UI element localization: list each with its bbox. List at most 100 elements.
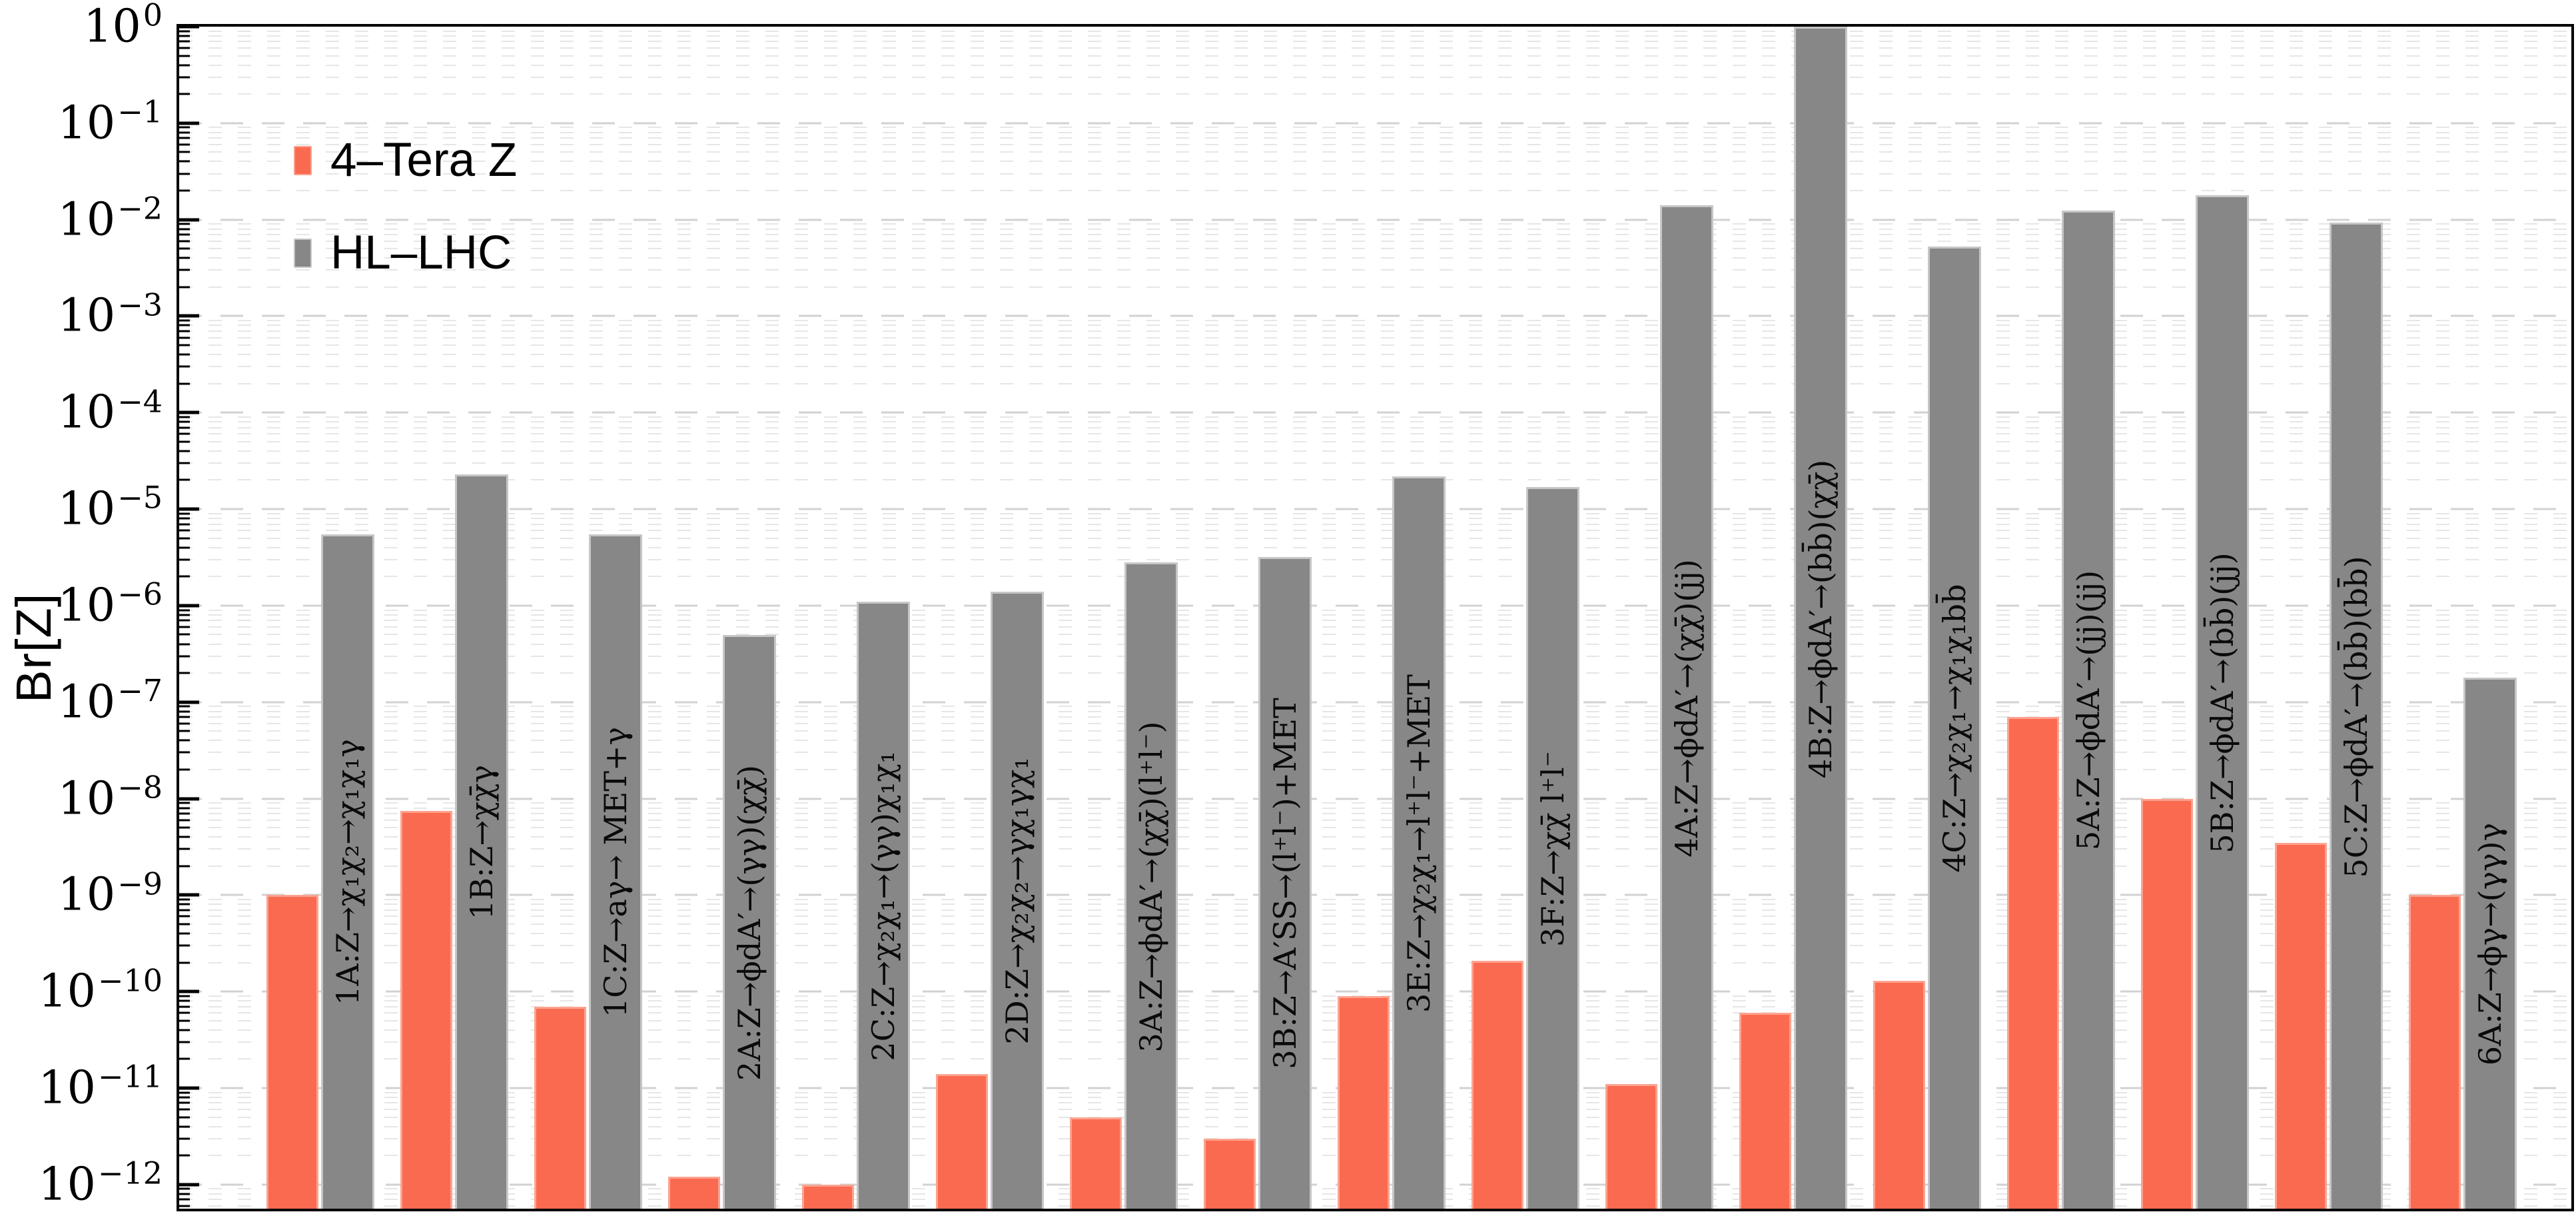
major-tick	[179, 797, 199, 801]
y-tick-label: 10−7	[57, 672, 163, 729]
channel-label: 2C:Z→χ₂χ₁→(γγ)χ₁χ₁	[865, 751, 901, 1061]
tick-base: 10	[57, 289, 116, 342]
tick-base: 10	[57, 482, 116, 536]
bar-group: 3B:Z→A′SS→(l⁺l⁻)+MET	[1204, 27, 1312, 1209]
minor-tick	[179, 865, 190, 868]
legend-label: HL–LHC	[330, 227, 512, 279]
bar-4teraz	[2141, 798, 2193, 1209]
minor-tick	[179, 609, 190, 612]
major-tick	[179, 121, 199, 125]
major-tick	[179, 893, 199, 897]
y-axis-tick-labels: 100 10−1 10−2 10−3 10−4 10−5 10−6 10−7 10−8 10−9 1…	[0, 0, 168, 1211]
tick-base: 10	[38, 1061, 96, 1115]
minor-tick	[179, 131, 190, 134]
bar-4teraz	[1338, 995, 1390, 1209]
minor-tick	[179, 1187, 190, 1190]
minor-tick	[179, 1198, 190, 1201]
tick-exponent: −10	[97, 962, 163, 998]
minor-tick	[179, 1116, 190, 1119]
bar-hllhc: 3F:Z→χχ̄ l⁺l⁻	[1526, 486, 1579, 1209]
y-tick-label: 10−12	[38, 1158, 163, 1211]
minor-tick	[179, 1096, 190, 1099]
minor-tick	[179, 523, 190, 525]
minor-tick	[179, 173, 190, 175]
bar-group: 2D:Z→χ₂χ₂→γχ₁γχ₁	[936, 27, 1044, 1209]
tick-exponent: −7	[117, 672, 163, 709]
minor-tick	[179, 233, 190, 236]
bar-4teraz	[400, 810, 452, 1209]
channel-label: 3F:Z→χχ̄ l⁺l⁻	[1535, 750, 1571, 947]
channel-label: 2A:Z→ϕdA′→(γγ)(χχ̄)	[731, 764, 767, 1081]
minor-tick	[179, 633, 190, 636]
minor-tick	[179, 961, 190, 964]
major-tick	[179, 25, 199, 29]
minor-tick	[179, 1193, 190, 1195]
minor-tick	[179, 420, 190, 423]
minor-tick	[179, 440, 190, 443]
minor-tick	[179, 1005, 190, 1008]
bar-4teraz	[668, 1177, 720, 1209]
minor-tick	[179, 64, 190, 67]
tick-base: 10	[57, 386, 116, 439]
bar-hllhc: 6A:Z→ϕγ→(γγ)γ	[2463, 677, 2517, 1209]
tick-exponent: −1	[117, 93, 163, 130]
minor-tick	[179, 1041, 190, 1043]
minor-tick	[179, 826, 190, 829]
bar-group: 1B:Z→χχ̄γ	[400, 27, 508, 1209]
tick-exponent: −11	[97, 1058, 163, 1095]
bar-group: 3E:Z→χ₂χ₁→l⁺l⁻+MET	[1338, 27, 1446, 1209]
minor-tick	[179, 710, 190, 713]
minor-tick	[179, 558, 190, 561]
minor-tick	[179, 923, 190, 925]
bar-hllhc: 5A:Z→ϕdA′→(jj)(jj)	[2062, 210, 2115, 1209]
minor-tick	[179, 416, 190, 418]
minor-tick	[179, 915, 190, 918]
bar-hllhc: 1A:Z→χ₁χ₂→χ₁χ₁γ	[321, 534, 374, 1209]
y-tick-label: 10−1	[58, 93, 163, 150]
y-tick-label: 10−9	[58, 866, 163, 921]
minor-tick	[179, 160, 190, 163]
minor-tick	[179, 1125, 190, 1128]
minor-tick	[179, 903, 190, 906]
minor-tick	[179, 353, 190, 356]
bar-4teraz	[1873, 980, 1925, 1209]
minor-tick	[179, 382, 190, 385]
tick-exponent: 0	[143, 0, 163, 33]
channel-label: 3A:Z→ϕdA′→(χχ̄)(l⁺l⁻)	[1133, 721, 1169, 1053]
minor-tick	[179, 189, 190, 192]
bar-4teraz	[2275, 842, 2327, 1209]
bar-4teraz	[1070, 1117, 1122, 1209]
bar-4teraz	[1204, 1138, 1256, 1209]
tick-exponent: −9	[117, 866, 163, 902]
channel-label: 4A:Z→ϕdA′→(χχ̄)(jj)	[1669, 558, 1705, 858]
minor-tick	[179, 143, 190, 146]
channel-label: 1A:Z→χ₁χ₂→χ₁χ₁γ	[330, 739, 366, 1006]
bar-group: 1A:Z→χ₁χ₂→χ₁χ₁γ	[266, 27, 374, 1209]
minor-tick	[179, 643, 190, 646]
tick-base: 10	[57, 676, 116, 729]
legend: 4–Tera Z HL–LHC	[294, 133, 517, 280]
minor-tick	[179, 836, 190, 838]
bar-hllhc: 2D:Z→χ₂χ₂→γχ₁γχ₁	[991, 591, 1044, 1209]
bar-4teraz	[1739, 1013, 1791, 1209]
legend-item: HL–LHC	[294, 226, 517, 280]
channel-label: 4C:Z→χ₂χ₁→χ₁χ₁bb̄	[1936, 584, 1972, 873]
minor-tick	[179, 909, 190, 912]
y-tick-label: 10−2	[58, 193, 163, 246]
tick-exponent: −4	[117, 383, 163, 420]
channel-label: 5C:Z→ϕdA′→(bb̄)(bb̄)	[2338, 556, 2374, 878]
tick-exponent: −8	[117, 769, 163, 806]
channel-label: 2D:Z→χ₂χ₂→γχ₁γχ₁	[999, 757, 1035, 1045]
minor-tick	[179, 47, 190, 49]
bar-hllhc: 3A:Z→ϕdA′→(χχ̄)(l⁺l⁻)	[1124, 562, 1178, 1209]
bar-4teraz	[936, 1073, 988, 1209]
minor-tick	[179, 575, 190, 578]
channel-label: 4B:Z→ϕdA′→(bb̄)(χχ̄)	[1803, 459, 1839, 778]
minor-tick	[179, 462, 190, 464]
minor-tick	[179, 1091, 190, 1094]
minor-tick	[179, 517, 190, 520]
major-tick	[179, 1086, 199, 1090]
bar-group: 3A:Z→ϕdA′→(χχ̄)(l⁺l⁻)	[1070, 27, 1178, 1209]
minor-tick	[179, 768, 190, 771]
bar-4teraz	[534, 1006, 586, 1209]
